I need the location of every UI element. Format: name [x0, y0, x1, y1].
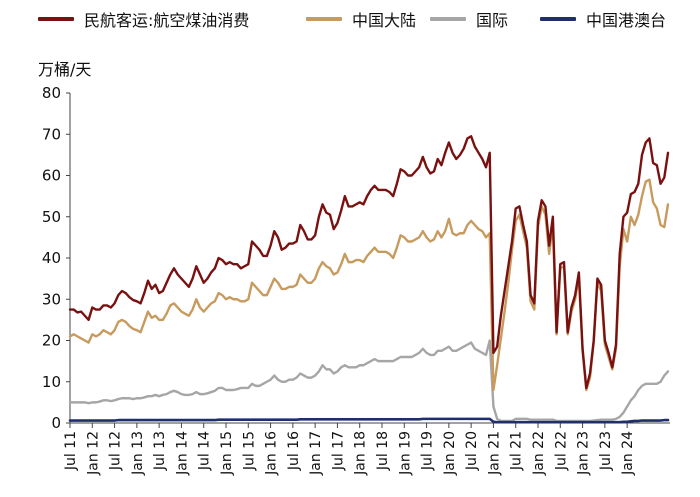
x-tick-label: Jul 19: [420, 431, 436, 471]
y-tick-label: 10: [42, 373, 61, 391]
legend-label: 中国大陆: [352, 11, 417, 30]
x-tick-label: Jul 11: [63, 431, 79, 471]
legend-swatch: [540, 17, 576, 21]
x-tick-label: Jul 12: [108, 431, 124, 471]
legend-swatch: [38, 17, 74, 21]
x-tick-label: Jan 19: [397, 431, 413, 476]
x-tick-label: Jul 22: [553, 431, 569, 471]
y-axis-unit-label: 万桶/天: [38, 60, 92, 79]
x-tick-label: Jul 17: [330, 431, 346, 471]
x-tick-label: Jan 20: [442, 431, 458, 476]
legend-item-international: 国际: [430, 8, 508, 30]
legend-label: 民航客运:航空煤油消费: [84, 11, 250, 30]
x-tick-label: Jul 14: [197, 431, 213, 471]
y-tick-label: 80: [42, 84, 61, 102]
x-tick-label: Jan 17: [308, 431, 324, 476]
y-tick-label: 30: [42, 290, 61, 308]
series-line-0: [68, 135, 670, 390]
legend-label: 国际: [476, 11, 509, 30]
y-tick-label: 40: [42, 249, 61, 267]
series-line-3: [68, 417, 670, 424]
x-tick-label: Jan 15: [219, 431, 235, 476]
x-tick-label: Jan 12: [85, 431, 101, 476]
y-tick-label: 70: [42, 125, 61, 143]
x-tick-label: Jul 23: [598, 431, 614, 471]
y-tick-label: 20: [42, 332, 61, 350]
x-tick-label: Jan 14: [174, 431, 190, 476]
legend-item-domestic-aviation: 民航客运:航空煤油消费: [38, 8, 249, 30]
x-tick-label: Jul 20: [464, 431, 480, 471]
x-tick-label: Jul 16: [286, 431, 302, 471]
x-tick-label: Jul 21: [509, 431, 525, 471]
legend-item-mainland: 中国大陆: [306, 8, 416, 30]
x-tick-label: Jul 13: [152, 431, 168, 471]
legend: 民航客运:航空煤油消费 中国大陆 国际 中国港澳台: [0, 8, 700, 32]
x-tick-label: Jul 18: [375, 431, 391, 471]
x-tick-label: Jan 16: [264, 431, 280, 476]
x-tick-label: Jan 18: [353, 431, 369, 476]
x-tick-label: Jul 15: [241, 431, 257, 471]
series-line-2: [68, 339, 670, 423]
y-tick-label: 50: [42, 208, 61, 226]
legend-item-hk-macau-taiwan: 中国港澳台: [540, 8, 666, 30]
legend-swatch: [306, 17, 342, 21]
x-tick-label: Jan 13: [130, 431, 146, 476]
y-tick-label: 60: [42, 167, 61, 185]
x-tick-label: Jan 24: [620, 431, 636, 476]
legend-label: 中国港澳台: [586, 11, 667, 30]
x-tick-label: Jan 21: [486, 431, 502, 476]
legend-swatch: [430, 17, 466, 21]
x-tick-label: Jan 22: [531, 431, 547, 476]
y-tick-label: 0: [51, 414, 61, 432]
x-tick-label: Jan 23: [576, 431, 592, 476]
